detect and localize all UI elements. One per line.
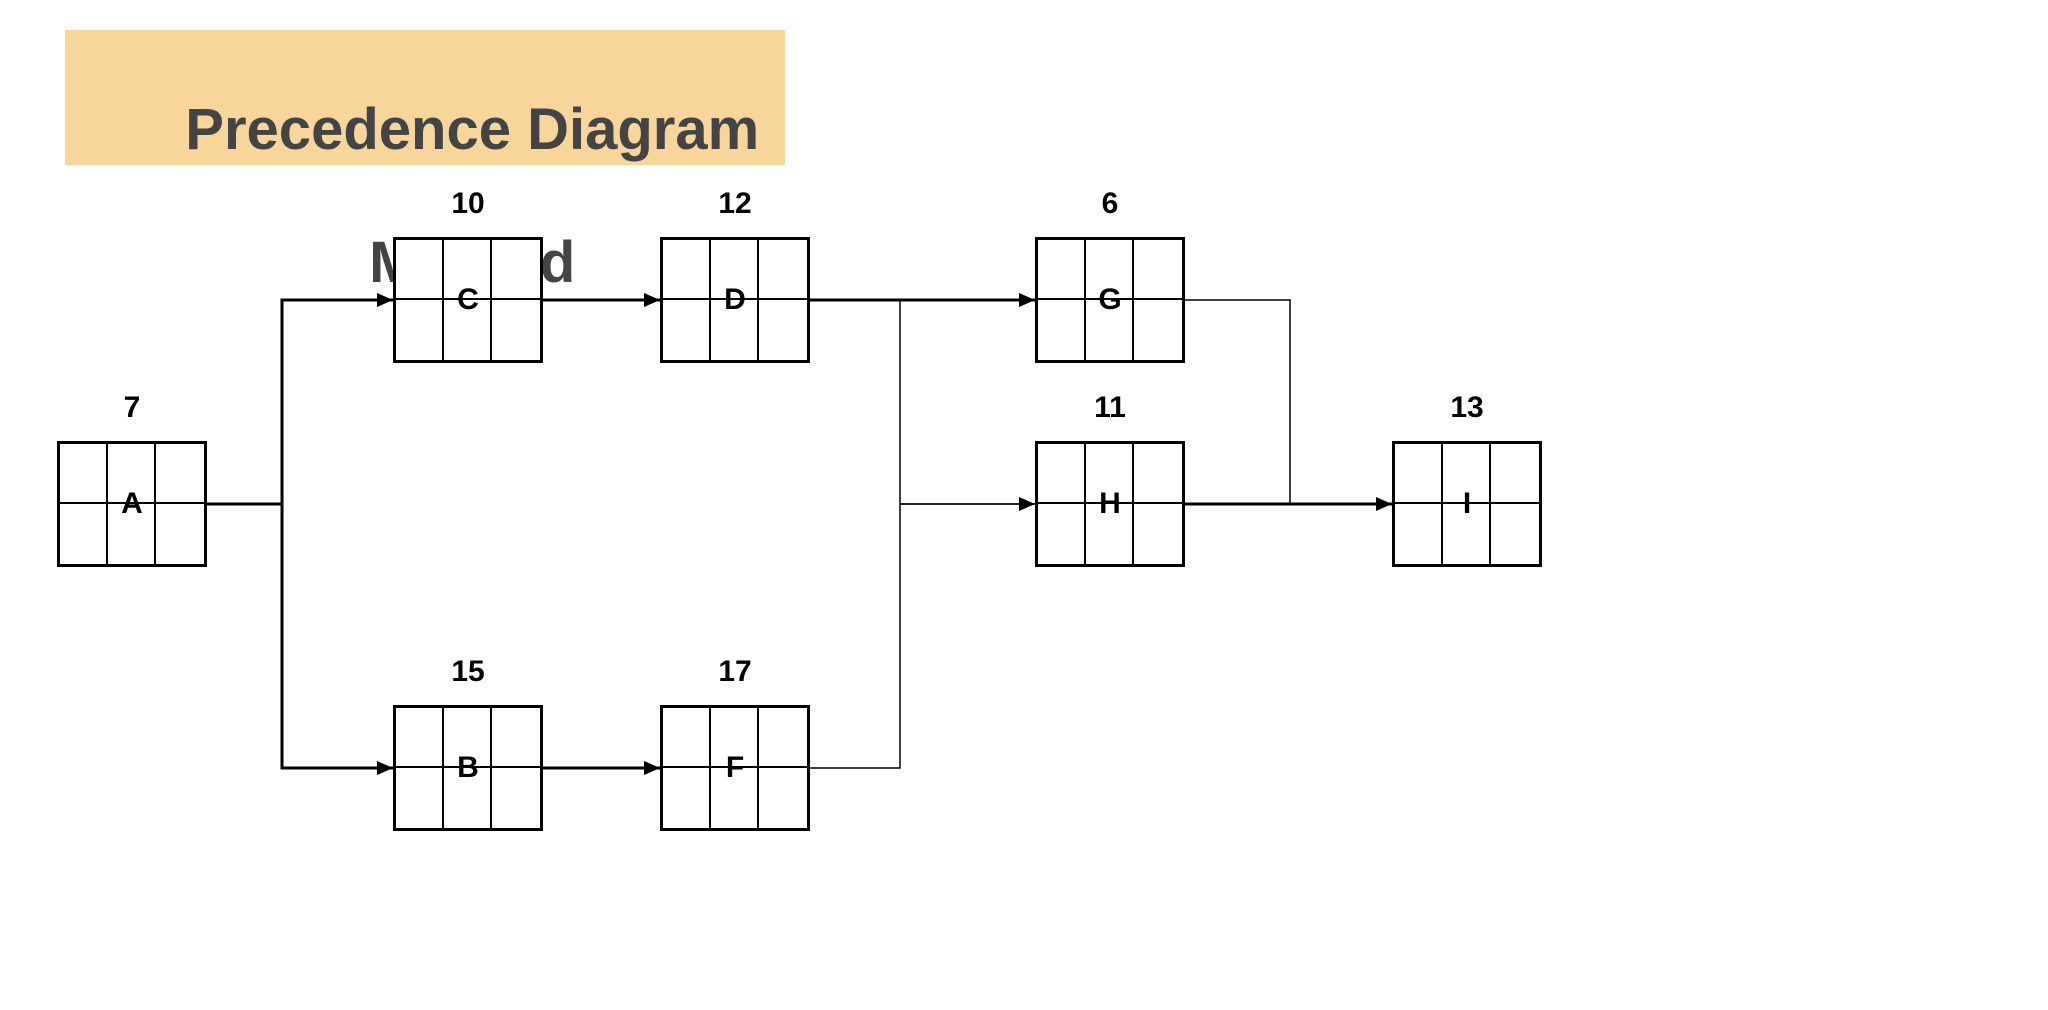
activity-duration: 13	[1392, 391, 1542, 425]
activity-duration: 15	[393, 655, 543, 689]
activity-duration: 11	[1035, 391, 1185, 425]
activity-node-A: 7A	[57, 441, 207, 567]
activity-label: G	[1098, 283, 1121, 317]
activity-label: F	[726, 751, 744, 785]
activity-node-H: 11H	[1035, 441, 1185, 567]
activity-node-G: 6G	[1035, 237, 1185, 363]
activity-node-B: 15B	[393, 705, 543, 831]
activity-node-I: 13I	[1392, 441, 1542, 567]
activity-grid: H	[1035, 441, 1185, 567]
activity-grid: C	[393, 237, 543, 363]
activity-label: B	[457, 751, 479, 785]
activity-duration: 10	[393, 187, 543, 221]
activity-node-F: 17F	[660, 705, 810, 831]
activity-node-D: 12D	[660, 237, 810, 363]
activity-duration: 6	[1035, 187, 1185, 221]
activity-grid: F	[660, 705, 810, 831]
activity-label: A	[121, 487, 143, 521]
edge-layer	[0, 0, 2048, 1010]
activity-label: D	[724, 283, 746, 317]
activity-label: I	[1463, 487, 1471, 521]
activity-grid: A	[57, 441, 207, 567]
activity-duration: 7	[57, 391, 207, 425]
activity-node-C: 10C	[393, 237, 543, 363]
activity-label: H	[1099, 487, 1121, 521]
activity-grid: B	[393, 705, 543, 831]
activity-duration: 17	[660, 655, 810, 689]
activity-grid: D	[660, 237, 810, 363]
activity-grid: I	[1392, 441, 1542, 567]
activity-label: C	[457, 283, 479, 317]
activity-duration: 12	[660, 187, 810, 221]
diagram-stage: Precedence Diagram Method 7A10C12D15B17F…	[0, 0, 2048, 1010]
activity-grid: G	[1035, 237, 1185, 363]
